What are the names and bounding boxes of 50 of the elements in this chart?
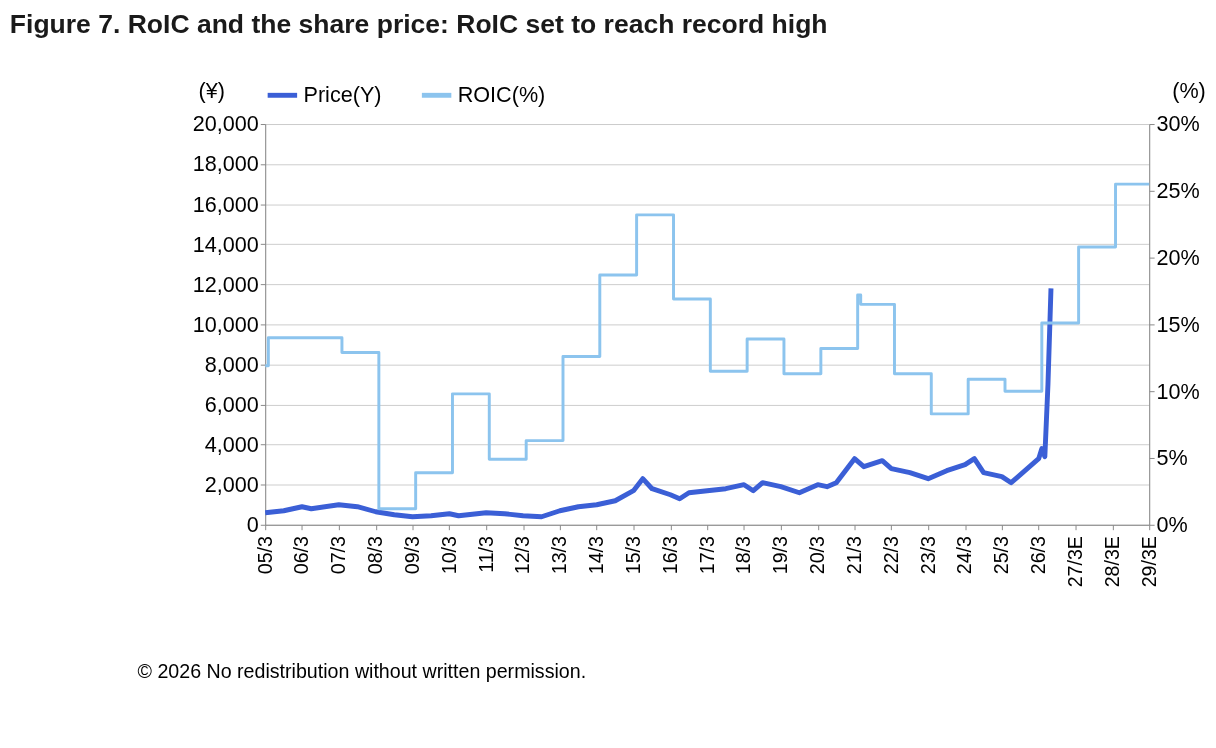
legend-label: ROIC(%) [457, 82, 546, 108]
y2-tick-label: 20% [1156, 244, 1200, 270]
x-tick-label: 27/3E [1063, 536, 1086, 588]
y-tick-label: 0 [246, 512, 259, 538]
y-tick-label: 12,000 [192, 271, 259, 297]
x-tick-label: 24/3 [953, 535, 976, 575]
x-tick-label: 22/3 [879, 535, 902, 575]
y-tick-label: 14,000 [192, 231, 259, 257]
y2-tick-label: 10% [1156, 378, 1200, 404]
y-tick-label: 16,000 [192, 191, 259, 217]
y2-tick-label: 15% [1156, 311, 1200, 337]
y-tick-label: 20,000 [192, 111, 259, 137]
x-tick-label: 26/3 [1027, 535, 1050, 575]
x-tick-label: 25/3 [990, 535, 1013, 575]
y-tick-label: 8,000 [204, 351, 259, 377]
x-tick-label: 13/3 [548, 535, 571, 575]
x-tick-label: 15/3 [621, 535, 644, 575]
x-tick-label: 28/3E [1100, 536, 1123, 588]
x-tick-label: 29/3E [1137, 536, 1160, 588]
x-tick-label: 19/3 [769, 535, 792, 575]
x-tick-label: 12/3 [511, 535, 534, 575]
x-tick-label: 23/3 [916, 535, 939, 575]
x-tick-label: 08/3 [364, 535, 387, 575]
y-tick-label: 6,000 [204, 391, 259, 417]
text: © 2026 No redistribution without written permission. [137, 660, 587, 682]
x-tick-label: 07/3 [327, 535, 350, 575]
y-tick-label: 10,000 [192, 311, 259, 337]
x-tick-label: 20/3 [806, 535, 829, 575]
y-tick-label: 2,000 [204, 472, 259, 498]
x-tick-label: 14/3 [585, 535, 608, 575]
x-tick-label: 17/3 [695, 535, 718, 575]
line-series [262, 285, 1054, 520]
x-tick-label: 18/3 [732, 535, 755, 575]
legend-label: Price(Y) [303, 82, 382, 108]
y2-tick-label: 0% [1156, 512, 1188, 538]
x-tick-label: 09/3 [400, 535, 423, 575]
x-tick-label: 05/3 [253, 535, 276, 575]
y-tick-label: 4,000 [204, 431, 259, 457]
chart-title: Figure 7. RoIC and the share price: RoIC set to reach record high [9, 8, 828, 39]
y2-axis-title: (%) [1172, 78, 1206, 103]
y2-tick-label: 25% [1156, 178, 1200, 204]
x-tick-label: 16/3 [658, 535, 681, 575]
x-tick-label: 06/3 [290, 535, 313, 575]
y2-tick-label: 5% [1156, 445, 1188, 471]
y2-tick-label: 30% [1156, 111, 1200, 137]
y-tick-label: 18,000 [192, 151, 259, 177]
y-axis-title: (¥) [198, 78, 225, 103]
x-tick-label: 21/3 [842, 535, 865, 575]
x-tick-label: 10/3 [437, 535, 460, 575]
x-tick-label: 11/3 [474, 536, 497, 573]
